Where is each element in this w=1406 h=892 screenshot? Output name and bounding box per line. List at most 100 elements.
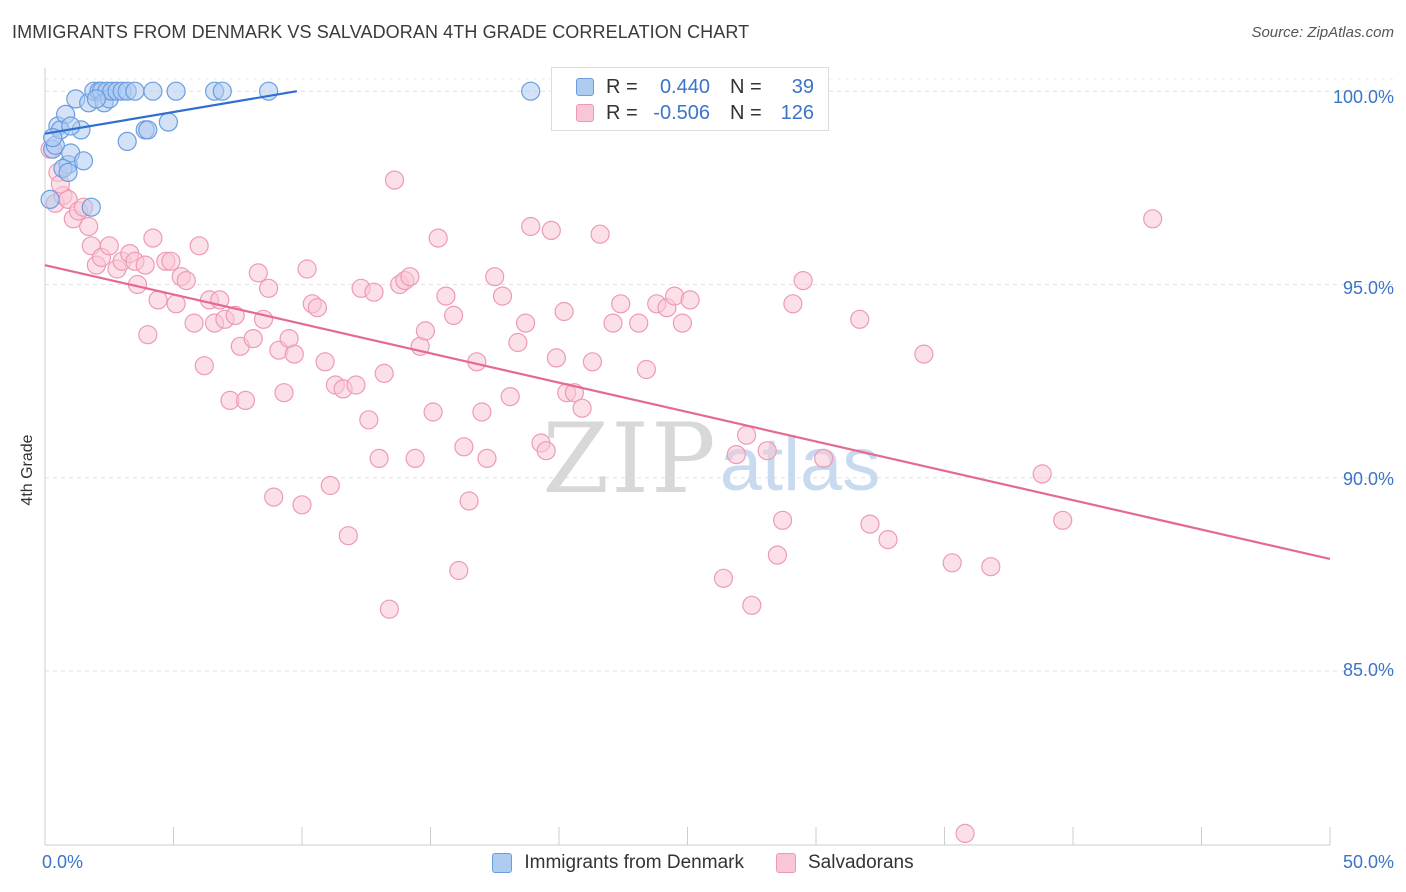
salvadoran-point (379, 599, 399, 619)
source-label: Source: ZipAtlas.com (1251, 24, 1394, 41)
denmark-point (166, 81, 186, 101)
salvadoran-point (726, 445, 746, 465)
salvadoran-point (955, 823, 975, 844)
salvadoran-point (541, 220, 561, 240)
y-axis-label: 4th Grade (19, 434, 36, 506)
salvadoran-point (1053, 510, 1073, 530)
salvadoran-point (1032, 464, 1052, 484)
series-legend: Immigrants from Denmark Salvadorans (0, 852, 1406, 874)
salvadoran-point (1143, 209, 1163, 229)
salvadoran-point (767, 545, 788, 565)
salvadoran-point (79, 216, 99, 237)
salvadoran-point (99, 236, 119, 256)
denmark-point (158, 112, 178, 132)
salvadoran-point (423, 402, 443, 422)
salvadoran-point (292, 495, 312, 515)
salvadoran-point (444, 305, 464, 325)
salvadoran-point (485, 267, 505, 287)
y-tick-label: 85.0% (1342, 660, 1394, 680)
legend-r-value: -0.506 (653, 101, 710, 124)
trend-lines (44, 90, 1331, 561)
salvadoran-point (315, 352, 335, 372)
salvadoran-point (477, 448, 497, 468)
salvadoran-point (143, 228, 163, 248)
salvadoran-point (148, 290, 168, 310)
salvadoran-point (243, 329, 263, 349)
y-tick-label: 100.0% (1332, 87, 1394, 107)
y-tick-label: 95.0% (1342, 278, 1394, 298)
salvadoran-point (284, 344, 304, 364)
y-tick-label: 90.0% (1342, 469, 1394, 489)
legend-r-label: R = (606, 101, 638, 124)
salvadoran-point (981, 557, 1001, 577)
legend-n-label: N = (730, 75, 762, 98)
denmark-point (212, 81, 232, 101)
salvadoran-point (508, 332, 528, 353)
legend-r-value: 0.440 (659, 75, 710, 98)
x-tick-label-max: 50.0% (1342, 852, 1394, 872)
legend-label-denmark: Immigrants from Denmark (524, 852, 744, 873)
salvadoran-point (364, 282, 384, 302)
salvadoran-point (189, 236, 209, 256)
denmark-point (58, 162, 78, 182)
salvadoran-point (590, 224, 610, 244)
salvadoran-point (672, 313, 693, 333)
salvadoran-point (248, 263, 268, 283)
salvadoran-point (400, 267, 420, 287)
salvadoran-point (415, 321, 435, 341)
salvadoran-point (680, 290, 700, 310)
salvadoran-point (582, 352, 603, 372)
denmark-point (81, 197, 101, 217)
salvadoran-point (850, 309, 870, 329)
salvadoran-point (454, 437, 474, 457)
watermark-zip: ZIP (542, 403, 717, 515)
salvadoran-point (942, 553, 962, 573)
salvadoran-point (515, 313, 536, 333)
salvadoran-point (572, 398, 592, 418)
salvadoran-point (459, 491, 479, 511)
salvadoran-point (878, 529, 898, 550)
salvadoran-point (472, 402, 492, 422)
salvadoran-point (161, 251, 181, 271)
denmark-points (40, 81, 541, 217)
salvadoran-point (860, 514, 880, 534)
salvadoran-point (492, 286, 513, 306)
salvadoran-point (611, 294, 631, 314)
salvadoran-point (742, 595, 762, 615)
salvadoran-point (135, 255, 155, 275)
salvadoran-point (138, 325, 158, 345)
legend-item-salvadorans[interactable]: Salvadorans (775, 852, 914, 874)
salvadoran-point (603, 313, 623, 333)
denmark-point (521, 81, 541, 101)
denmark-point (117, 131, 137, 151)
salvadorans-points (40, 139, 1163, 844)
salvadoran-point (346, 375, 366, 395)
chart-title: IMMIGRANTS FROM DENMARK VS SALVADORAN 4T… (12, 22, 750, 42)
salvadoran-point (554, 301, 574, 322)
salvadoran-point (235, 390, 256, 410)
salvadoran-point (757, 441, 777, 461)
salvadoran-trend-line (44, 264, 1331, 561)
salvadoran-point (793, 271, 813, 291)
legend-r-label: R = (606, 75, 638, 98)
salvadoran-point (194, 356, 214, 376)
denmark-point (40, 189, 60, 209)
salvadoran-point (783, 294, 803, 314)
salvadoran-point (184, 313, 204, 333)
legend-n-value: 126 (780, 101, 814, 124)
salvadoran-point (629, 313, 649, 333)
salvadoran-point (225, 305, 245, 325)
denmark-point (73, 151, 94, 171)
salvadoran-point (374, 363, 394, 383)
legend-item-denmark[interactable]: Immigrants from Denmark (492, 852, 744, 874)
denmark-point (143, 81, 163, 101)
denmark-point (86, 89, 107, 109)
salvadoran-point (338, 526, 358, 546)
salvadoran-point (369, 448, 389, 468)
salvadoran-point (405, 448, 425, 468)
salvadoran-point (297, 259, 317, 279)
denmark-point (61, 116, 81, 136)
salvadoran-point (320, 475, 340, 496)
legend-n-label: N = (730, 101, 762, 124)
